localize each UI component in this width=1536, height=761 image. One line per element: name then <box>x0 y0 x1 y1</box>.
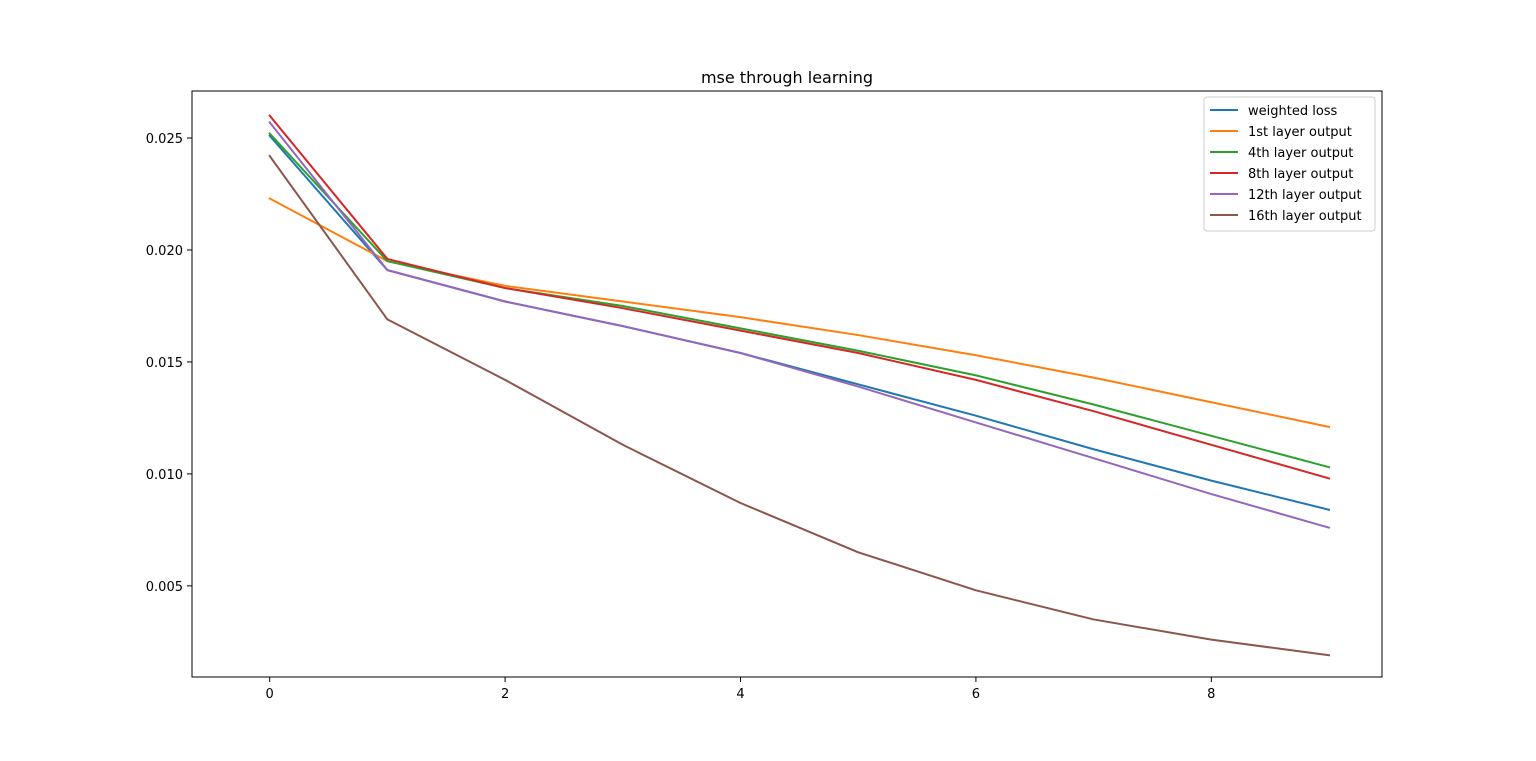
y-tick-label: 0.025 <box>146 132 183 147</box>
legend-label: 8th layer output <box>1248 167 1353 182</box>
series-line-5 <box>268 154 1331 657</box>
legend-label: 16th layer output <box>1248 209 1362 224</box>
y-tick-label: 0.020 <box>146 244 183 259</box>
y-tick-label: 0.005 <box>146 580 183 595</box>
x-tick-label: 0 <box>266 687 274 702</box>
series-lines <box>268 114 1331 657</box>
series-line-2 <box>268 132 1331 469</box>
x-axis: 0 2 4 6 8 <box>266 677 1215 702</box>
y-axis: 0.005 0.010 0.015 0.020 0.025 <box>146 132 192 595</box>
series-line-4 <box>268 120 1331 529</box>
x-tick-label: 2 <box>501 687 509 702</box>
legend-box <box>1203 96 1376 232</box>
series-line-3 <box>268 114 1331 480</box>
legend-label: 12th layer output <box>1248 188 1362 203</box>
chart-title: mse through learning <box>701 68 873 87</box>
y-tick-label: 0.010 <box>146 468 183 483</box>
legend-label: 1st layer output <box>1248 125 1352 140</box>
x-tick-label: 6 <box>972 687 980 702</box>
y-tick-label: 0.015 <box>146 356 183 371</box>
axes-frame <box>191 90 1383 678</box>
legend-label: weighted loss <box>1248 104 1338 119</box>
legend: weighted loss 1st layer output 4th layer o… <box>1203 96 1376 232</box>
x-tick-label: 4 <box>736 687 744 702</box>
x-tick-label: 8 <box>1207 687 1215 702</box>
legend-label: 4th layer output <box>1248 146 1353 161</box>
